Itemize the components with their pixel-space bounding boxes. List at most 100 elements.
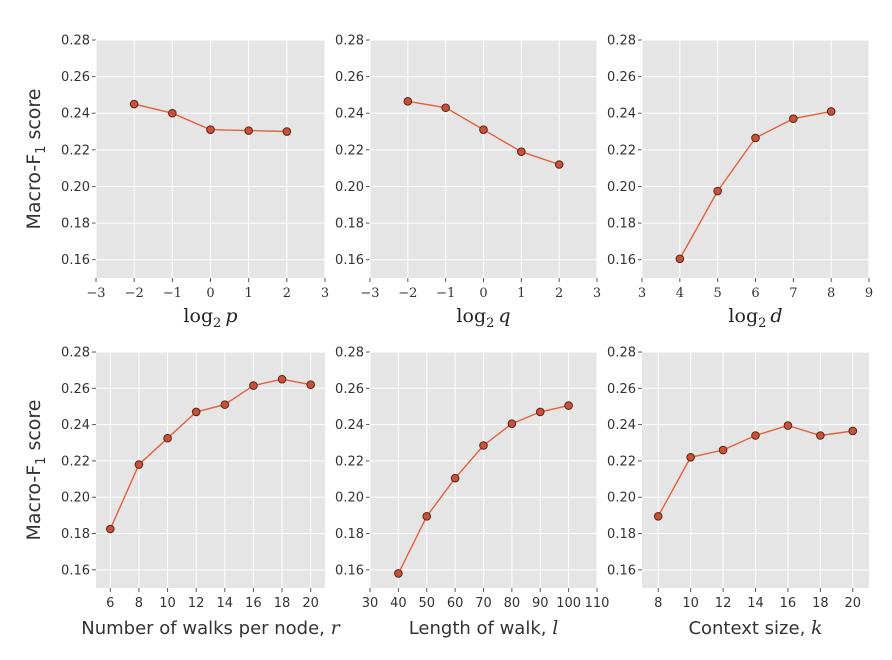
- data-point: [848, 426, 858, 436]
- y-tick-label: 0.24: [61, 107, 90, 122]
- data-point: [422, 511, 432, 521]
- x-tick-label: 10: [682, 596, 699, 611]
- data-point: [394, 569, 403, 578]
- x-tick-label: 0: [479, 286, 487, 301]
- y-tick-label: 0.18: [607, 527, 636, 542]
- data-point: [191, 407, 201, 417]
- y-tick-label: 0.16: [607, 563, 636, 578]
- data-point: [249, 381, 258, 390]
- y-tick-label: 0.26: [61, 70, 90, 85]
- x-tick-label: 2: [283, 286, 291, 301]
- y-tick-label: 0.18: [607, 217, 636, 232]
- y-tick-label: 0.22: [61, 143, 90, 158]
- data-point: [282, 127, 292, 136]
- data-point: [220, 400, 230, 409]
- x-tick-label: −3: [360, 286, 379, 301]
- x-tick-label: 8: [654, 596, 662, 611]
- data-point: [675, 254, 685, 264]
- x-axis-label: Number of walks per node, r: [81, 617, 341, 639]
- x-axis-label: log2 p: [183, 305, 237, 331]
- data-point: [564, 401, 573, 410]
- y-tick-label: 0.28: [61, 34, 90, 49]
- data-point: [244, 126, 253, 135]
- data-point: [783, 421, 793, 430]
- x-tick-label: 8: [135, 596, 143, 611]
- y-tick-label: 0.16: [61, 563, 90, 578]
- x-tick-label: 20: [845, 596, 862, 611]
- y-tick-label: 0.28: [335, 34, 364, 49]
- y-tick-label: 0.20: [335, 491, 364, 506]
- data-point: [277, 374, 287, 384]
- y-tick-label: 0.26: [335, 382, 364, 397]
- x-tick-label: 16: [245, 596, 262, 611]
- chart-panel-6: 0.28 0.26 0.24 0.22 0.20 0.18 0.16 8 10 12 14 16 18 2…: [607, 346, 869, 639]
- y-tick-label: 0.16: [61, 253, 90, 268]
- x-tick-label: 30: [362, 596, 379, 611]
- chart-panel-1: 0.28 0.26 0.24 0.22 0.20 0.18 0.16 −3 −2 −1 0 1 2 3 lo…: [61, 34, 329, 332]
- plot-area: [96, 352, 325, 588]
- y-tick-label: 0.22: [335, 143, 364, 158]
- data-point: [554, 160, 564, 169]
- x-tick-label: −2: [398, 286, 417, 301]
- y-tick-label: 0.16: [335, 253, 364, 268]
- chart-panel-2: 0.28 0.26 0.24 0.22 0.20 0.18 0.16 −3 −2 −1 0 1 2 3 lo…: [335, 34, 601, 332]
- x-tick-label: 16: [780, 596, 797, 611]
- y-axis-label: Macro-F1 score: [23, 88, 49, 229]
- x-tick-label: 3: [638, 286, 646, 301]
- x-tick-label: 3: [593, 286, 601, 301]
- y-tick-label: 0.22: [335, 454, 364, 469]
- y-tick-label: 0.20: [61, 491, 90, 506]
- x-tick-label: 14: [747, 596, 764, 611]
- x-tick-label: 6: [106, 596, 114, 611]
- x-axis-label: log2 q: [456, 305, 510, 331]
- x-tick-label: 7: [789, 286, 797, 301]
- data-point: [306, 380, 315, 389]
- x-tick-label: 40: [390, 596, 407, 611]
- y-tick-label: 0.20: [335, 180, 364, 195]
- data-point: [206, 125, 215, 135]
- x-axis-label: Length of walk, l: [409, 617, 559, 639]
- data-point: [479, 441, 488, 450]
- data-point: [134, 460, 144, 469]
- x-tick-label: 18: [274, 596, 291, 611]
- x-tick-label: 0: [206, 286, 214, 301]
- y-tick-label: 0.18: [61, 527, 90, 542]
- x-tick-label: −2: [125, 286, 144, 301]
- x-tick-label: 110: [585, 596, 610, 611]
- data-point: [106, 524, 115, 534]
- x-tick-label: 6: [751, 286, 759, 301]
- data-point: [479, 125, 488, 135]
- y-tick-label: 0.20: [607, 180, 636, 195]
- data-point: [653, 511, 663, 521]
- x-tick-label: 2: [555, 286, 563, 301]
- x-axis-label: log2 d: [728, 305, 782, 331]
- y-tick-label: 0.24: [61, 418, 90, 433]
- y-tick-label: 0.26: [607, 382, 636, 397]
- data-point: [535, 407, 545, 417]
- y-tick-label: 0.24: [335, 107, 364, 122]
- chart-panel-3: 0.28 0.26 0.24 0.22 0.20 0.18 0.16 3 4 5 6 7 8 9 log2 d: [607, 34, 873, 332]
- data-point: [507, 419, 517, 429]
- y-tick-label: 0.28: [607, 34, 636, 49]
- y-tick-label: 0.16: [335, 563, 364, 578]
- y-tick-label: 0.26: [335, 70, 364, 85]
- data-point: [826, 107, 836, 116]
- data-point: [517, 147, 526, 156]
- x-tick-label: 5: [714, 286, 722, 301]
- x-tick-label: 9: [865, 286, 873, 301]
- y-axis-label: Macro-F1 score: [23, 399, 49, 540]
- y-tick-label: 0.28: [61, 346, 90, 361]
- y-tick-label: 0.20: [607, 491, 636, 506]
- x-tick-label: 70: [475, 596, 492, 611]
- data-point: [751, 431, 760, 440]
- y-tick-label: 0.22: [61, 454, 90, 469]
- x-tick-label: 10: [159, 596, 176, 611]
- y-tick-label: 0.24: [607, 107, 636, 122]
- data-point: [713, 186, 722, 196]
- chart-panel-5: 0.28 0.26 0.24 0.22 0.20 0.18 0.16 30 40 50 60 70 80…: [335, 346, 609, 640]
- x-tick-label: −1: [436, 286, 455, 301]
- x-tick-label: 4: [676, 286, 684, 301]
- y-tick-label: 0.24: [335, 418, 364, 433]
- y-tick-label: 0.18: [61, 217, 90, 232]
- data-point: [403, 97, 413, 106]
